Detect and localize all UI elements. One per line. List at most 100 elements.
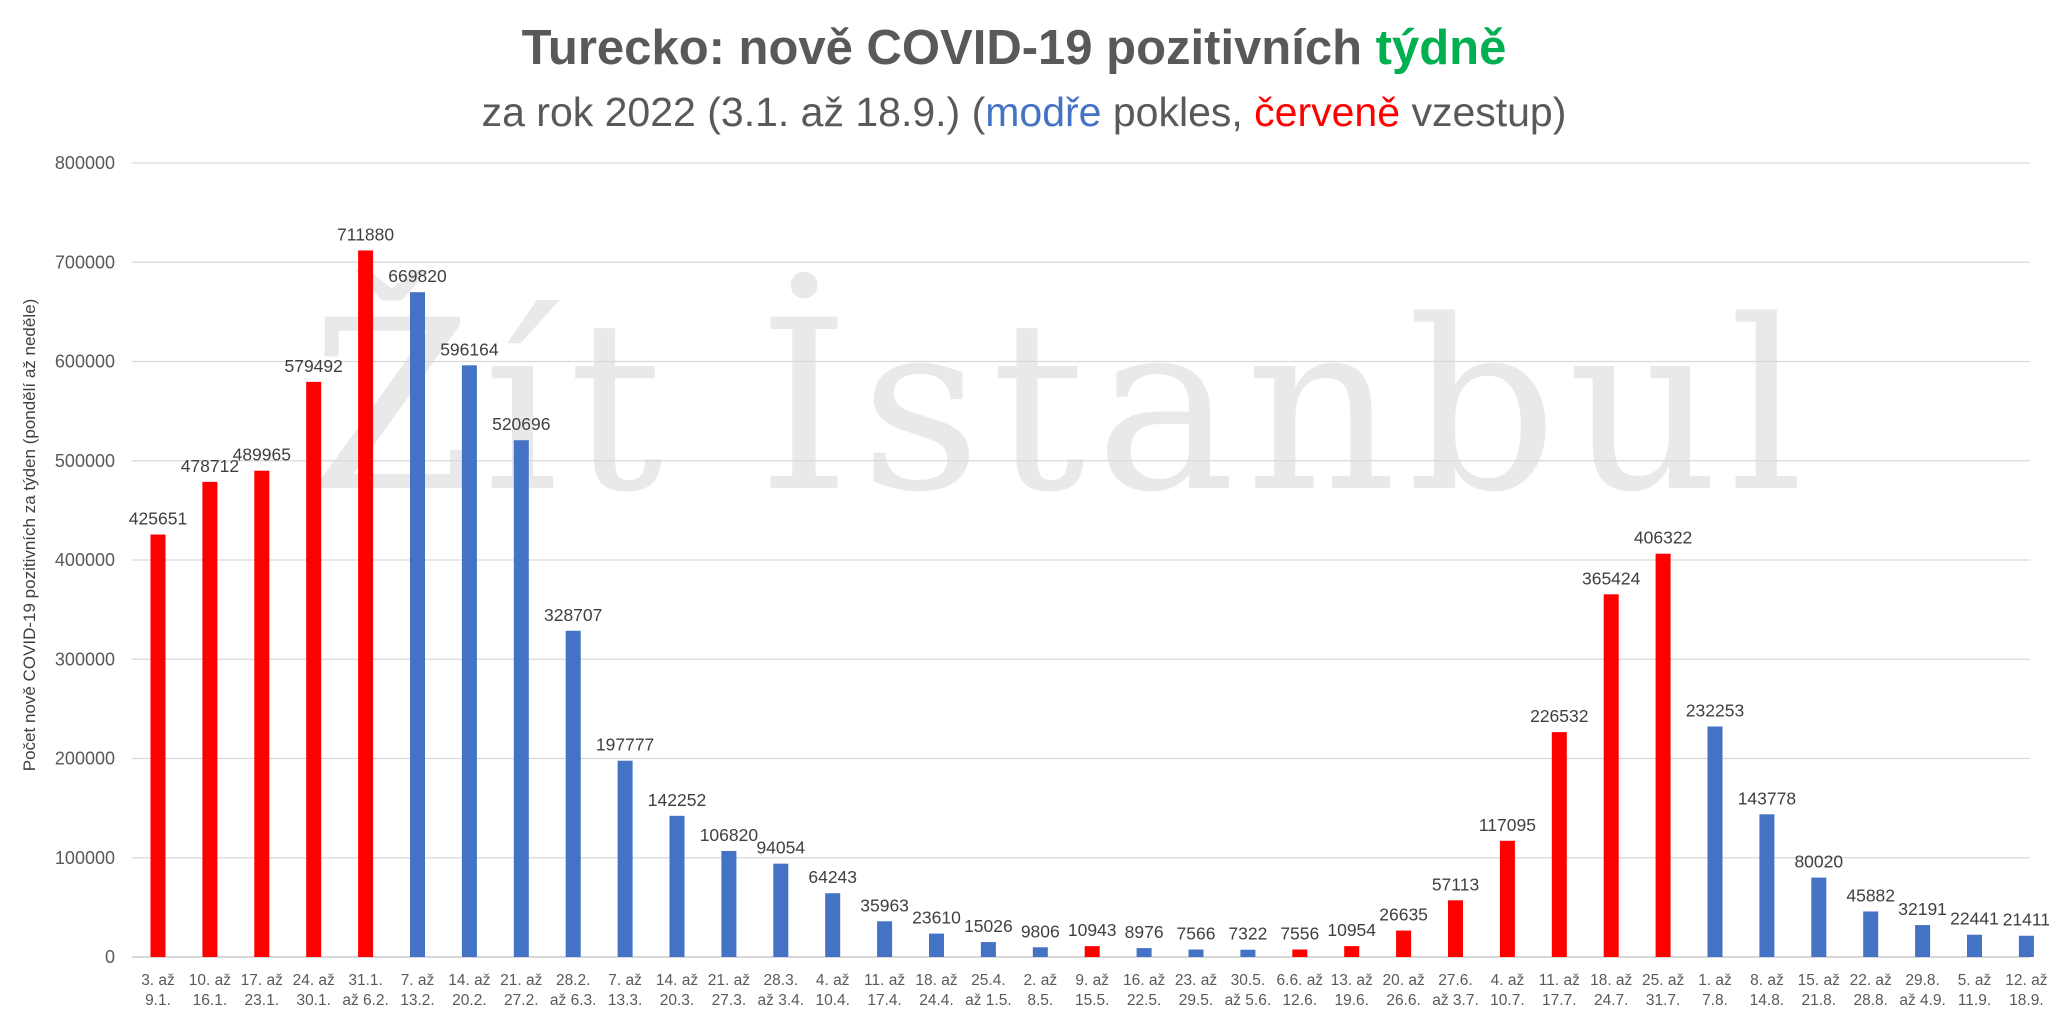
x-tick-label: 11. až 17.7.	[1539, 972, 1580, 1009]
gridlines	[132, 162, 2030, 958]
data-label: 711880	[337, 224, 394, 244]
bar	[825, 893, 841, 957]
data-label: 26635	[1379, 905, 1428, 925]
bar	[1915, 925, 1931, 957]
x-tick-label: 16. až 22.5.	[1123, 972, 1165, 1009]
y-tick-label: 600000	[55, 352, 115, 372]
bar	[1811, 877, 1827, 957]
data-label: 8976	[1125, 922, 1164, 942]
x-tick-label: 8. až 14.8.	[1750, 972, 1784, 1009]
bar	[2018, 935, 2034, 957]
data-label: 478712	[181, 456, 239, 476]
y-axis-label: Počet nově COVID-19 pozitivních za týden…	[20, 299, 39, 772]
bar	[461, 365, 477, 957]
x-tick-label: 2. až 8.5.	[1023, 972, 1057, 1009]
data-label: 64243	[808, 867, 857, 887]
x-tick-label: 25. až 31.7.	[1642, 972, 1684, 1009]
data-label: 143778	[1738, 788, 1796, 808]
x-tick-label: 12. až 18.9.	[2005, 972, 2047, 1009]
subtitle-blue-word: modře	[985, 89, 1101, 135]
bar	[1448, 900, 1463, 957]
bar	[1396, 930, 1412, 957]
data-label: 406322	[1634, 528, 1692, 548]
y-tick-label: 500000	[55, 451, 115, 471]
data-label: 7566	[1177, 923, 1216, 943]
bar	[980, 942, 996, 957]
data-label: 425651	[129, 509, 187, 529]
data-label: 232253	[1686, 700, 1744, 720]
subtitle-part3: vzestup)	[1400, 89, 1566, 135]
subtitle-part2: pokles,	[1101, 89, 1254, 135]
bar	[254, 470, 270, 957]
bar	[1240, 949, 1256, 957]
chart-title-highlight: týdně	[1376, 21, 1507, 75]
y-tick-label: 0	[105, 947, 115, 967]
x-tick-label: 22. až 28.8.	[1850, 972, 1892, 1009]
data-label: 596164	[440, 339, 499, 359]
y-axis-ticks: 0 100000 200000 300000 400000 500000 600000 700…	[55, 153, 115, 967]
data-label: 7556	[1280, 924, 1319, 944]
y-tick-label: 100000	[55, 848, 115, 868]
bar	[877, 921, 893, 957]
bar	[306, 381, 322, 957]
subtitle-red-word: červeně	[1254, 89, 1400, 135]
bar	[669, 815, 685, 957]
bar	[1344, 946, 1360, 957]
x-tick-label: 21. až 27.3.	[708, 972, 750, 1009]
data-label: 94054	[756, 838, 805, 858]
y-tick-label: 400000	[55, 550, 115, 570]
x-axis-ticks: 3. až 9.1. 10. až 16.1. 17. až 23.1. 24. až 30.…	[141, 972, 2047, 1009]
data-label: 21411	[2003, 910, 2049, 930]
x-tick-label: 13. až 19.6.	[1331, 972, 1373, 1009]
x-tick-label: 18. až 24.7.	[1590, 972, 1632, 1009]
bar	[1759, 814, 1775, 957]
x-tick-label: 14. až 20.2.	[448, 972, 490, 1009]
bar	[358, 250, 374, 957]
bar	[513, 440, 529, 957]
data-label: 15026	[964, 916, 1013, 936]
data-label: 10954	[1327, 920, 1376, 940]
y-tick-label: 300000	[55, 649, 115, 669]
x-tick-label: 31.1. až 6.2.	[342, 972, 389, 1009]
bar	[1655, 553, 1671, 957]
chart-subtitle: za rok 2022 (3.1. až 18.9.) (modře pokle…	[482, 89, 1567, 135]
x-tick-label: 4. až 10.7.	[1490, 972, 1524, 1009]
subtitle-part1: za rok 2022 (3.1. až 18.9.) (	[482, 89, 986, 135]
bar	[410, 292, 425, 958]
data-label: 57113	[1432, 874, 1479, 894]
x-tick-label: 29.8. až 4.9.	[1899, 972, 1946, 1009]
x-tick-label: 30.5. až 5.6.	[1225, 972, 1272, 1009]
x-tick-label: 1. až 7.8.	[1698, 972, 1732, 1009]
data-label: 106820	[700, 825, 759, 845]
y-tick-label: 700000	[55, 252, 115, 272]
bar	[617, 760, 633, 957]
x-tick-label: 10. až 16.1.	[189, 972, 231, 1009]
bar	[1967, 934, 1982, 957]
data-label: 22441	[1950, 909, 1999, 929]
bar	[721, 850, 737, 957]
bar	[1707, 726, 1723, 957]
y-tick-label: 200000	[55, 749, 115, 769]
data-label: 9806	[1021, 921, 1060, 941]
x-tick-label: 18. až 24.4.	[915, 972, 957, 1009]
data-label: 117095	[1479, 815, 1536, 835]
data-label: 489965	[233, 445, 291, 465]
x-tick-label: 6.6. až 12.6.	[1277, 972, 1324, 1009]
data-label: 520696	[492, 414, 550, 434]
x-tick-label: 28.2. až 6.3.	[550, 972, 597, 1009]
x-tick-label: 9. až 15.5.	[1075, 972, 1109, 1009]
bar	[929, 933, 944, 957]
watermark-text: Žít İstanbul	[310, 270, 1814, 544]
bar	[150, 534, 166, 957]
x-tick-label: 5. až 11.9.	[1958, 972, 1992, 1009]
x-tick-label: 28.3. až 3.4.	[758, 972, 805, 1009]
data-label: 45882	[1846, 885, 1895, 905]
x-tick-label: 7. až 13.3.	[608, 972, 642, 1009]
y-tick-label: 800000	[55, 153, 115, 173]
x-tick-label: 25.4. až 1.5.	[965, 972, 1012, 1009]
bar	[1499, 840, 1515, 957]
x-tick-label: 21. až 27.2.	[500, 972, 542, 1009]
data-label: 365424	[1582, 568, 1641, 588]
bar	[1136, 948, 1152, 957]
